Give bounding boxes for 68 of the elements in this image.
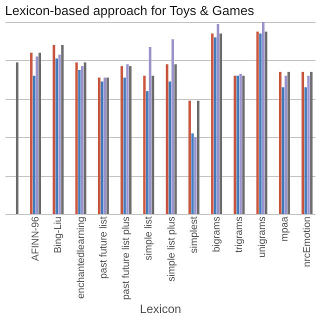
x-tick-label: enchantedlearning bbox=[76, 216, 87, 299]
bar bbox=[75, 62, 78, 214]
x-tick-label: simple list plus bbox=[166, 216, 178, 282]
x-tick-label: nrcEmotion bbox=[302, 216, 314, 268]
x-tick-label: past future list bbox=[98, 216, 110, 279]
bar bbox=[194, 137, 197, 214]
bar bbox=[148, 46, 152, 214]
bar bbox=[310, 72, 313, 214]
x-tick-label: Bing-Liu bbox=[53, 216, 64, 254]
bar bbox=[104, 78, 106, 214]
bar bbox=[188, 100, 191, 214]
bar bbox=[36, 56, 38, 214]
x-tick-label: trigrams bbox=[234, 216, 246, 253]
bar bbox=[262, 22, 264, 214]
bar bbox=[174, 64, 177, 214]
bar bbox=[278, 72, 282, 214]
bar bbox=[52, 45, 56, 214]
bar bbox=[234, 76, 236, 214]
bar bbox=[302, 72, 304, 214]
bar bbox=[123, 78, 126, 214]
bar bbox=[282, 87, 284, 214]
x-tick-label: unigrams bbox=[256, 216, 268, 258]
bar bbox=[214, 37, 216, 214]
bar bbox=[304, 87, 307, 214]
bar bbox=[191, 133, 194, 214]
bar bbox=[236, 76, 240, 214]
bar bbox=[166, 64, 168, 214]
bar bbox=[58, 54, 61, 214]
bar bbox=[220, 34, 222, 214]
bar bbox=[216, 24, 220, 214]
bar bbox=[98, 78, 100, 214]
bar bbox=[211, 34, 214, 214]
bar bbox=[30, 52, 33, 214]
x-tick-label: AFINN-96 bbox=[30, 216, 42, 261]
bar bbox=[106, 78, 109, 214]
bar bbox=[284, 76, 288, 214]
bar bbox=[38, 52, 42, 214]
bar bbox=[143, 76, 146, 214]
bar bbox=[129, 66, 132, 214]
bar bbox=[146, 91, 149, 214]
bar bbox=[56, 58, 58, 214]
bar bbox=[168, 82, 172, 214]
x-tick-label: simplest bbox=[188, 216, 200, 254]
x-tick-label: simple list bbox=[144, 216, 155, 260]
bar bbox=[61, 45, 64, 214]
bar bbox=[256, 32, 259, 214]
bar bbox=[287, 72, 290, 214]
bar bbox=[171, 39, 174, 214]
bar bbox=[80, 66, 84, 214]
bar bbox=[242, 76, 245, 214]
bar bbox=[307, 76, 310, 214]
x-tick-label: mpaa bbox=[279, 216, 290, 242]
chart-title: Lexicon-based approach for Toys & Games bbox=[5, 3, 255, 18]
bar bbox=[120, 66, 124, 214]
bar bbox=[264, 32, 268, 214]
bar bbox=[100, 82, 104, 214]
x-axis-title: Lexicon bbox=[140, 302, 182, 316]
bar bbox=[259, 34, 262, 214]
bar bbox=[32, 76, 36, 214]
bar bbox=[126, 64, 129, 214]
x-tick-label: bigrams bbox=[212, 216, 223, 252]
bar bbox=[196, 100, 200, 214]
bar bbox=[78, 70, 81, 214]
x-tick-label: past future list plus bbox=[121, 216, 132, 300]
bar bbox=[239, 74, 242, 214]
bar bbox=[84, 62, 86, 214]
bar bbox=[152, 76, 154, 214]
bar bbox=[16, 62, 18, 214]
